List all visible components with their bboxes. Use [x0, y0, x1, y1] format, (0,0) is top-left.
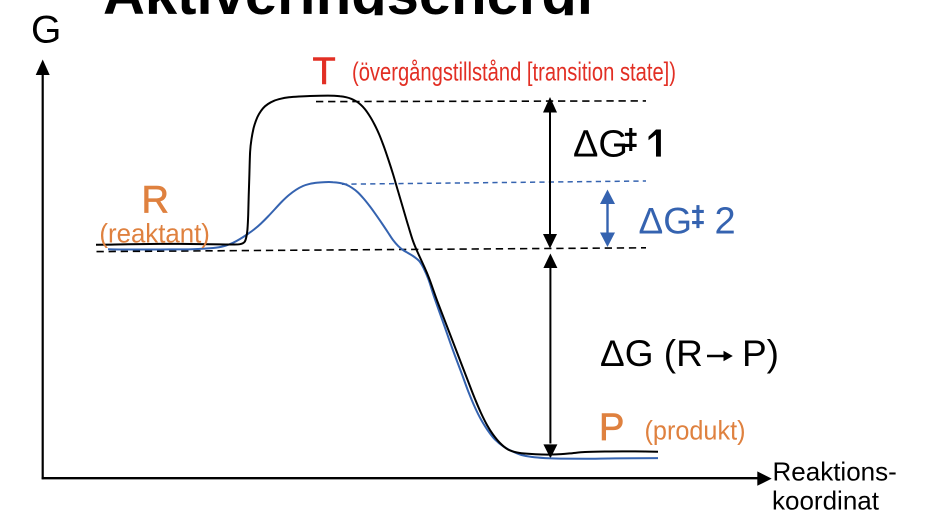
svg-text:G: G [31, 9, 61, 52]
svg-text:ΔG (R: ΔG (R [600, 333, 703, 374]
svg-text:2: 2 [715, 201, 736, 243]
svg-text:P: P [599, 407, 624, 449]
svg-text:P): P) [742, 333, 779, 374]
svg-text:ΔG: ΔG [639, 201, 693, 242]
svg-text:T: T [313, 51, 336, 93]
svg-text:R: R [142, 180, 169, 222]
svg-text:(produkt): (produkt) [645, 416, 746, 446]
svg-text:(reaktant): (reaktant) [99, 219, 209, 249]
svg-text:ΔG: ΔG [573, 124, 628, 166]
svg-text:Aktiveringsenergi: Aktiveringsenergi [103, 0, 593, 27]
svg-text:Reaktions-: Reaktions- [773, 457, 897, 487]
svg-text:koordinat: koordinat [772, 486, 880, 516]
svg-text:(övergångstillstånd [transitio: (övergångstillstånd [transition state]) [352, 57, 676, 87]
